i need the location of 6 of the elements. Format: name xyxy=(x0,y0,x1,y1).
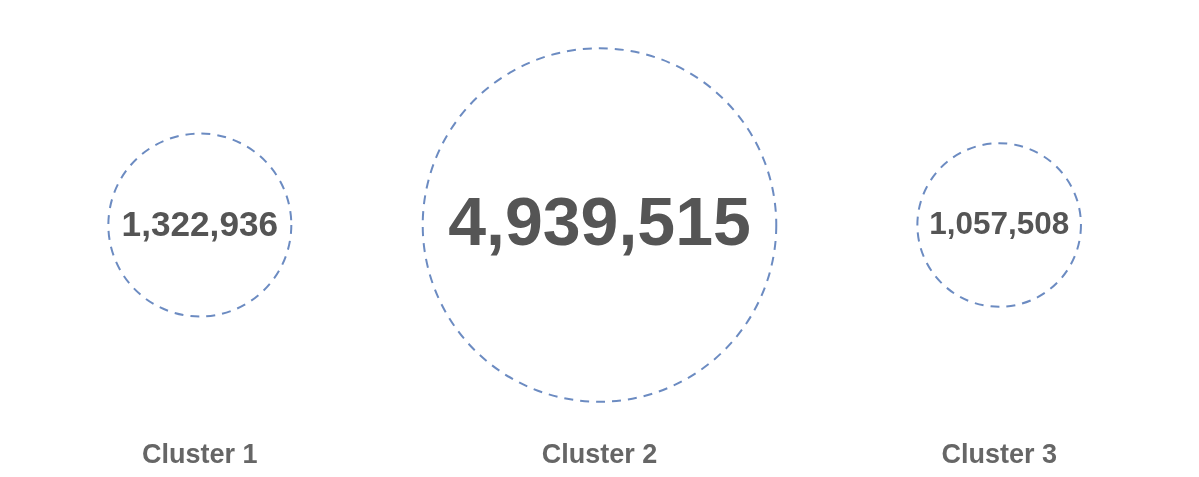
data-label: 1,322,936 xyxy=(121,204,279,243)
data-label: 1,057,508 xyxy=(929,206,1070,241)
category-label: Cluster 2 xyxy=(541,439,658,469)
data-label: 4,939,515 xyxy=(448,183,751,259)
category-label: Cluster 1 xyxy=(142,439,258,469)
category-label: Cluster 3 xyxy=(941,439,1057,469)
